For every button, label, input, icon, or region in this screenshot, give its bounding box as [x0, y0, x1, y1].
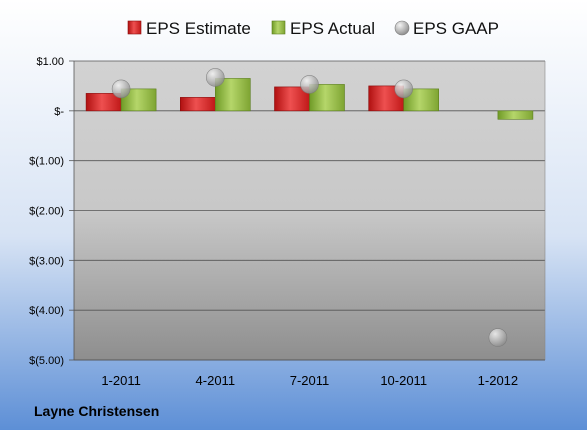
x-tick-label: 10-2011 [380, 373, 427, 388]
eps-actual-bar [403, 88, 440, 112]
footer-label: Layne Christensen [34, 403, 159, 419]
y-tick-label: $(1.00) [29, 156, 64, 168]
eps-estimate-bar [180, 97, 216, 112]
legend-swatch-gaap [394, 20, 410, 36]
x-tick-label: 7-2011 [290, 373, 330, 388]
eps-actual-bar [497, 110, 534, 120]
eps-actual-bar [120, 88, 157, 112]
y-tick-label: $(5.00) [29, 355, 64, 367]
eps-gaap-marker [488, 328, 508, 347]
y-tick-label: $1.00 [36, 56, 64, 68]
x-axis-ticks: 1-2011 4-2011 7-2011 10-2011 1-2012 [101, 373, 518, 388]
legend-swatch-actual [271, 20, 286, 35]
legend: EPS Estimate EPS Actual EPS GAAP [127, 19, 499, 38]
eps-gaap-marker [206, 68, 225, 87]
y-tick-label: $(2.00) [29, 206, 64, 218]
y-axis-ticks: $1.00 $- $(1.00) $(2.00) $(3.00) $(4.00) $(5.0… [29, 56, 64, 367]
x-tick-label: 1-2012 [478, 373, 518, 388]
legend-label: EPS Estimate [146, 19, 251, 38]
legend-label: EPS Actual [290, 19, 375, 38]
eps-gaap-marker [394, 79, 414, 99]
eps-actual-bar [215, 78, 251, 112]
legend-swatch-estimate [127, 20, 142, 35]
y-tick-label: $- [54, 106, 64, 118]
eps-gaap-marker [111, 79, 131, 99]
y-tick-label: $(4.00) [29, 305, 64, 317]
eps-gaap-marker [300, 75, 319, 94]
legend-label: EPS GAAP [413, 19, 499, 38]
x-tick-label: 1-2011 [101, 373, 141, 388]
x-tick-label: 4-2011 [196, 373, 236, 388]
y-tick-label: $(3.00) [29, 255, 64, 267]
gaap-markers [111, 68, 508, 347]
